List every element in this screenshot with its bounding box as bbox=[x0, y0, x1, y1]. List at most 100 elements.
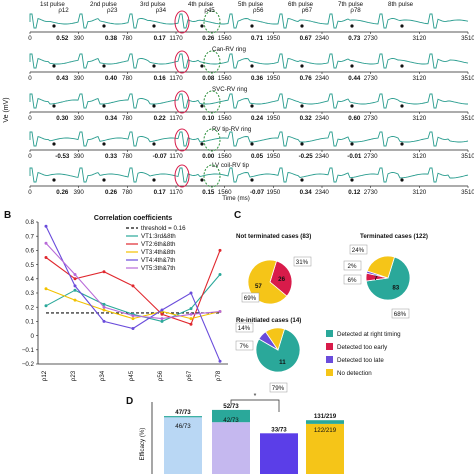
pie-percentage: 6% bbox=[348, 277, 357, 284]
x-tick-label: ρ34 bbox=[99, 370, 106, 381]
time-tick-label: 2340 bbox=[315, 75, 329, 82]
y-tick-label: 0.4 bbox=[25, 276, 34, 283]
annotation-box bbox=[391, 308, 410, 319]
panel-c-pie-charts: C Not terminated cases (83) 26 57 31% 69% Term… bbox=[234, 210, 428, 393]
ecg-trace bbox=[29, 93, 468, 109]
x-axis-label: Time (ms) bbox=[222, 195, 250, 202]
annotation-box bbox=[343, 274, 362, 285]
y-tick-label: 0.1 bbox=[25, 319, 34, 326]
pie-slice bbox=[265, 327, 286, 351]
y-tick-label: 0.3 bbox=[25, 290, 34, 297]
panel-b-correlation-chart: B Correlation coefficients 0.8 0.7 0.6 0.5 0.4… bbox=[4, 210, 228, 381]
beat-marker-dot bbox=[250, 64, 254, 68]
correlation-value: -0.07 bbox=[250, 189, 265, 196]
beat-marker-dot bbox=[250, 142, 254, 146]
time-tick-label: 390 bbox=[74, 153, 85, 160]
time-tick-label: 0 bbox=[28, 115, 32, 122]
time-tick-label: 1560 bbox=[218, 115, 232, 122]
series-point bbox=[160, 317, 164, 321]
series-point bbox=[44, 304, 48, 308]
highlight-ellipse-red bbox=[174, 50, 190, 74]
correlation-value: 0.17 bbox=[154, 35, 167, 42]
panel-a-ecg-traces: 1st pulse 2nd pulse 3rd pulse 4th pulse 5th … bbox=[3, 1, 474, 202]
legend-label: VT1:3rd&8th bbox=[141, 233, 176, 240]
y-axis-label: Efficacy (%) bbox=[139, 428, 146, 461]
pie-percentage: 7% bbox=[240, 343, 249, 350]
correlation-value: -0.25 bbox=[299, 153, 314, 160]
beat-marker-dot bbox=[350, 142, 354, 146]
time-tick-label: 1170 bbox=[169, 153, 183, 160]
bar-segment bbox=[212, 409, 250, 423]
time-tick-label: 780 bbox=[122, 189, 133, 196]
beat-marker-dot bbox=[300, 64, 304, 68]
beat-marker-dot bbox=[300, 178, 304, 182]
beat-marker-dot bbox=[350, 24, 354, 28]
series-point bbox=[160, 308, 164, 312]
x-tick-label: ρ78 bbox=[215, 370, 222, 381]
annotation-box bbox=[343, 260, 362, 271]
highlight-ellipse-red bbox=[174, 90, 190, 114]
legend-label: threshold = 0.16 bbox=[141, 225, 186, 232]
y-axis-label: Ve (mV) bbox=[3, 97, 10, 122]
rho-label: ρ12 bbox=[58, 7, 69, 14]
time-tick-label: 390 bbox=[74, 115, 85, 122]
bar-segment bbox=[164, 417, 202, 474]
series-point bbox=[102, 308, 106, 312]
highlight-ellipse-red bbox=[174, 164, 190, 188]
beat-marker-dot bbox=[102, 178, 106, 182]
time-tick-label: 1950 bbox=[266, 153, 280, 160]
beat-marker-dot bbox=[52, 104, 56, 108]
correlation-value: 0.26 bbox=[105, 189, 118, 196]
beat-marker-dot bbox=[300, 142, 304, 146]
series-point bbox=[73, 277, 77, 281]
bar-inner-label: 122/219 bbox=[314, 427, 337, 434]
time-tick-label: 1170 bbox=[169, 35, 183, 42]
pie-slice-value: 83 bbox=[392, 285, 399, 292]
beat-marker-dot bbox=[300, 24, 304, 28]
beat-marker-dot bbox=[102, 24, 106, 28]
legend-label: Detected too late bbox=[337, 357, 384, 364]
bar-top-label: 47/73 bbox=[175, 409, 191, 416]
correlation-value: 0.38 bbox=[105, 35, 118, 42]
rho-label: ρ78 bbox=[350, 7, 361, 14]
series-point bbox=[131, 314, 135, 318]
lead-name: SVC-RV ring bbox=[212, 86, 248, 93]
rho-label: ρ67 bbox=[302, 7, 313, 14]
series-point bbox=[44, 224, 48, 228]
correlation-value: 0.36 bbox=[251, 75, 264, 82]
beat-marker-dot bbox=[52, 24, 56, 28]
correlation-value: 0.15 bbox=[202, 189, 215, 196]
series-point bbox=[218, 359, 222, 363]
time-tick-label: 2340 bbox=[315, 35, 329, 42]
time-tick-label: 1170 bbox=[169, 75, 183, 82]
highlight-ellipse-green bbox=[203, 164, 221, 188]
series-point bbox=[102, 302, 106, 306]
panel-b-label: B bbox=[4, 210, 11, 221]
time-tick-label: 0 bbox=[28, 153, 32, 160]
correlation-value: 0.30 bbox=[56, 115, 69, 122]
legend-label: Detected at right timing bbox=[337, 331, 401, 338]
series-point bbox=[102, 305, 106, 309]
time-tick-label: 1170 bbox=[169, 115, 183, 122]
series-point bbox=[44, 256, 48, 259]
beat-marker-dot bbox=[152, 24, 156, 28]
bar-segment bbox=[306, 420, 344, 424]
time-tick-label: 2730 bbox=[364, 189, 378, 196]
correlation-value: 0.73 bbox=[348, 35, 361, 42]
y-tick-label: −0.2 bbox=[22, 361, 35, 368]
time-tick-label: 0 bbox=[28, 75, 32, 82]
beat-marker-dot bbox=[300, 104, 304, 108]
time-tick-label: 390 bbox=[74, 75, 85, 82]
time-tick-label: 780 bbox=[122, 115, 133, 122]
correlation-value: -0.07 bbox=[153, 153, 168, 160]
pie-slice-value: 26 bbox=[278, 276, 285, 283]
pie-percentage: 79% bbox=[272, 385, 285, 392]
y-tick-label: 0.8 bbox=[25, 219, 34, 226]
annotation-box bbox=[293, 256, 312, 267]
correlation-value: 0.08 bbox=[202, 75, 215, 82]
beat-marker-dot bbox=[102, 104, 106, 108]
beat-marker-dot bbox=[200, 24, 204, 28]
time-tick-label: 2340 bbox=[315, 189, 329, 196]
time-tick-label: 1950 bbox=[266, 189, 280, 196]
